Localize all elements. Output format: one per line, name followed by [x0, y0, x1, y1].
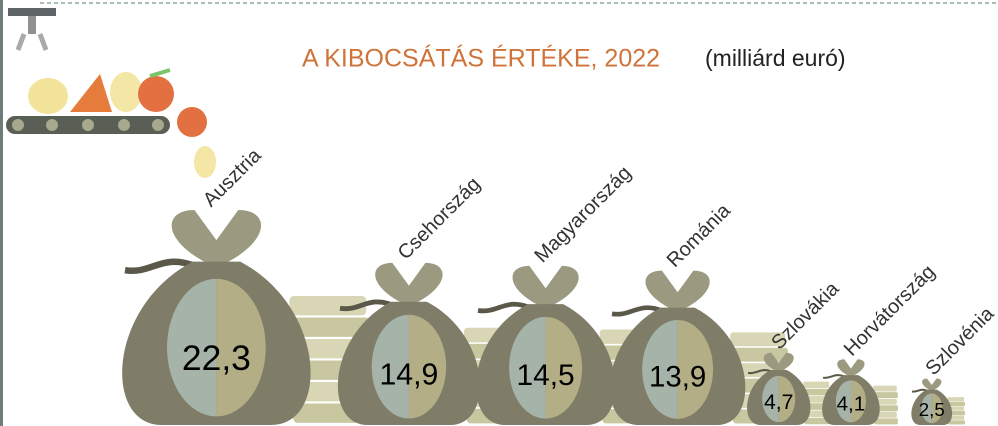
bag-panel	[642, 319, 678, 419]
bag-string	[124, 258, 196, 274]
bag-top	[645, 270, 710, 311]
category-label: Horvátország	[840, 261, 940, 361]
bag-string	[339, 299, 394, 312]
bag-top	[837, 359, 865, 377]
coin	[804, 388, 831, 396]
bag-top	[763, 352, 794, 372]
value-label: 14,5	[517, 359, 575, 392]
coin	[873, 385, 897, 392]
value-label: 13,9	[649, 360, 706, 393]
category-label: Szlovénia	[921, 302, 998, 379]
coin	[874, 392, 898, 399]
bag-string	[477, 301, 531, 314]
value-label: 14,9	[380, 358, 439, 391]
coin	[874, 405, 898, 412]
conveyor-decoration	[6, 8, 216, 178]
category-label: Magyarország	[531, 162, 636, 267]
value-label: 22,3	[182, 338, 251, 378]
bag-panel	[762, 375, 779, 423]
bag-panel	[545, 316, 583, 419]
money-bag: 2,5 Szlovénia	[911, 302, 998, 425]
coin	[947, 397, 965, 402]
value-label: 4,1	[837, 393, 866, 416]
bag-panel	[850, 380, 867, 423]
category-label: Csehország	[394, 173, 485, 264]
bag-panel	[778, 375, 796, 423]
coin	[730, 332, 786, 347]
coin	[803, 381, 830, 389]
coin	[293, 317, 371, 337]
bag-panel	[931, 393, 943, 424]
coin	[948, 411, 965, 416]
bag-panel	[921, 393, 932, 424]
bag-panel	[216, 278, 266, 417]
left-border	[0, 0, 3, 426]
category-label: Románia	[663, 199, 736, 272]
bag-top	[375, 262, 443, 306]
bag-top	[922, 378, 942, 391]
bag-panel	[371, 314, 409, 419]
bag-panel	[167, 278, 217, 417]
bag-string	[747, 369, 772, 375]
bag-panel	[509, 316, 546, 419]
bag-top	[171, 210, 262, 266]
coin	[948, 401, 965, 406]
chart-title: A KIBOCSÁTÁS ÉRTÉKE, 2022	[302, 44, 660, 73]
category-label: Szlovákia	[767, 277, 844, 354]
unit-label: (milliárd euró)	[705, 45, 846, 71]
coin	[804, 417, 831, 425]
value-label: 2,5	[919, 399, 945, 420]
bag-string	[611, 305, 663, 317]
bag-top	[512, 265, 579, 308]
coin	[874, 418, 898, 425]
coin	[948, 420, 965, 425]
value-label: 4,7	[764, 391, 794, 414]
bag-string	[822, 374, 845, 379]
bag-panel	[677, 319, 714, 419]
bag-panel	[408, 314, 447, 419]
bag-panel	[835, 380, 851, 423]
bag-string	[911, 388, 928, 393]
